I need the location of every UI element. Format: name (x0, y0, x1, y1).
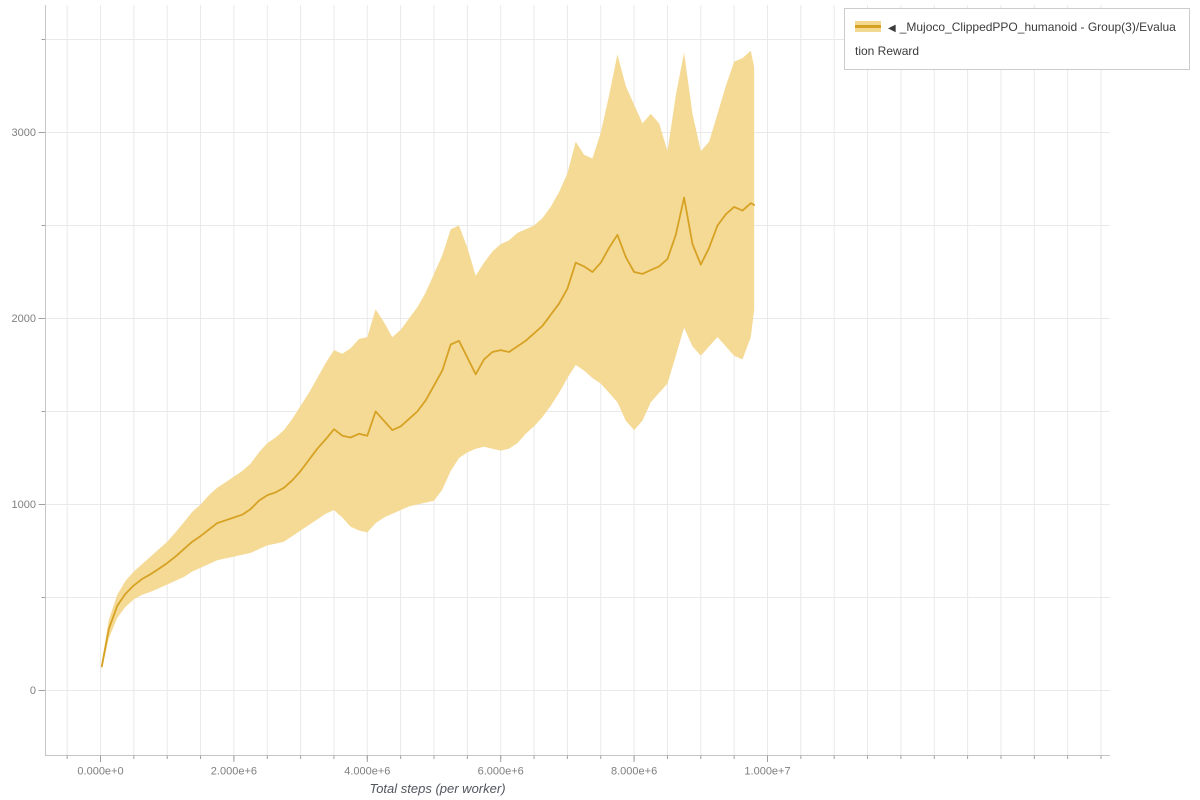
mean-reward-line (100, 196, 756, 668)
x-tick-label: 6.000e+6 (478, 766, 524, 778)
x-tick-label: 1.000e+7 (744, 766, 790, 778)
y-tick-label: 0 (30, 685, 36, 697)
x-tick-label: 2.000e+6 (211, 766, 257, 778)
y-tick-label: 1000 (12, 499, 36, 511)
x-axis-title: Total steps (per worker) (369, 781, 506, 796)
y-tick-label: 2000 (12, 313, 36, 325)
confidence-band (101, 50, 755, 670)
legend-label: _Mujoco_ClippedPPO_humanoid - Group(3)/E… (855, 20, 1176, 58)
legend-collapse-icon: ◀ (888, 23, 896, 34)
x-tick-label: 4.000e+6 (344, 766, 390, 778)
legend-line-icon (855, 25, 881, 28)
x-tick-label: 8.000e+6 (611, 766, 657, 778)
legend-item[interactable]: ◀ _Mujoco_ClippedPPO_humanoid - Group(3)/… (844, 8, 1190, 70)
y-tick-label: 3000 (12, 127, 36, 139)
x-tick-label: 0.000e+0 (77, 766, 123, 778)
legend-swatch-icon (855, 21, 881, 32)
